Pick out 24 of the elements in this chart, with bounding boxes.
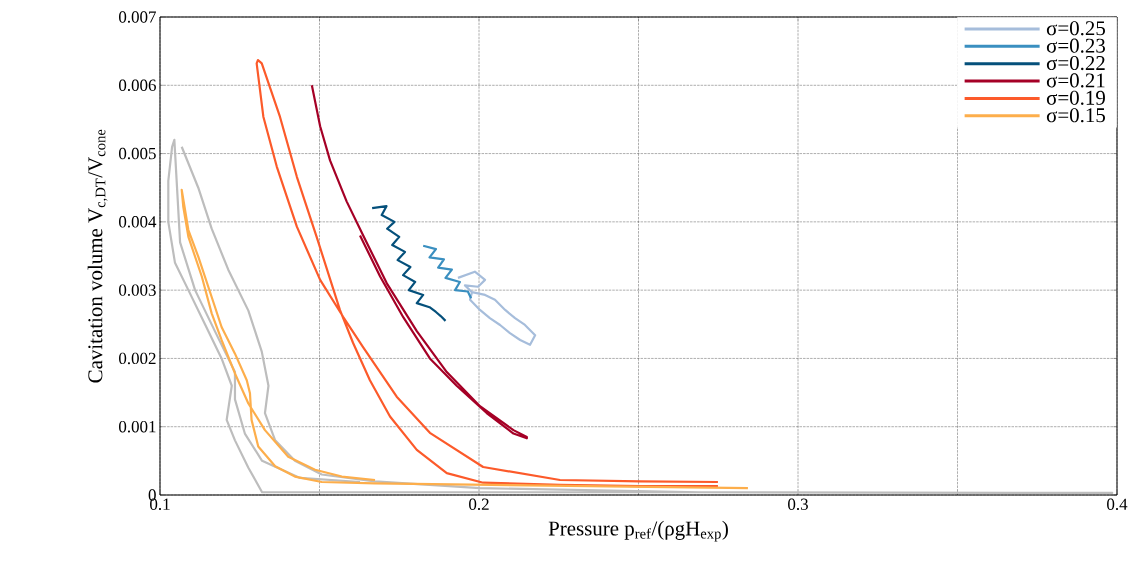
legend-label: σ=0.23 bbox=[1046, 38, 1105, 53]
x-tick-label: 0.4 bbox=[1107, 498, 1128, 511]
line-series bbox=[456, 270, 537, 346]
y-tick-label: 0.007 bbox=[119, 11, 156, 23]
line-series bbox=[310, 84, 528, 440]
y-tick-label: 0.002 bbox=[119, 352, 156, 365]
legend-label: σ=0.22 bbox=[1046, 55, 1105, 71]
legend-label: σ=0.21 bbox=[1046, 73, 1105, 88]
y-tick-label: 0.004 bbox=[119, 216, 157, 228]
x-axis-title: Pressure p$_{ref}$/(ρgH$_{exp}$) bbox=[548, 520, 728, 542]
line-series bbox=[422, 244, 473, 300]
y-tick-label: 0.001 bbox=[119, 420, 156, 433]
x-tick-label: 0.2 bbox=[469, 498, 489, 511]
y-tick-label: 0.003 bbox=[119, 284, 156, 296]
x-tick-label: 0.3 bbox=[788, 498, 808, 511]
line-series bbox=[180, 188, 750, 490]
y-tick-label: 0.006 bbox=[119, 79, 156, 92]
legend-label: σ=0.25 bbox=[1046, 21, 1105, 36]
line-series bbox=[371, 205, 447, 322]
legend-label: σ=0.15 bbox=[1046, 108, 1105, 123]
y-axis-title: Cavitation volume V$_{c,DT}$/V$_{cone}$ bbox=[87, 129, 108, 383]
line-series bbox=[255, 58, 720, 488]
y-tick-label: 0.005 bbox=[119, 147, 156, 160]
legend-label: σ=0.19 bbox=[1046, 90, 1105, 105]
